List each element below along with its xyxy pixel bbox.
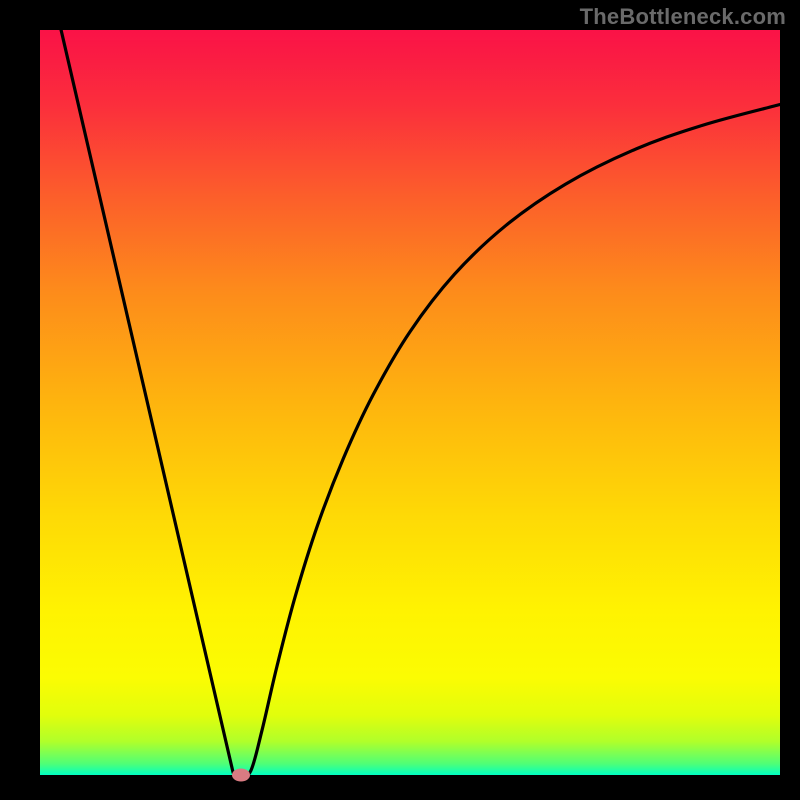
chart-container: TheBottleneck.com <box>0 0 800 800</box>
attribution-text: TheBottleneck.com <box>580 4 786 30</box>
plot-area <box>40 30 780 775</box>
curve-svg <box>40 30 780 775</box>
bottleneck-curve <box>61 30 780 775</box>
minimum-marker <box>232 769 250 782</box>
